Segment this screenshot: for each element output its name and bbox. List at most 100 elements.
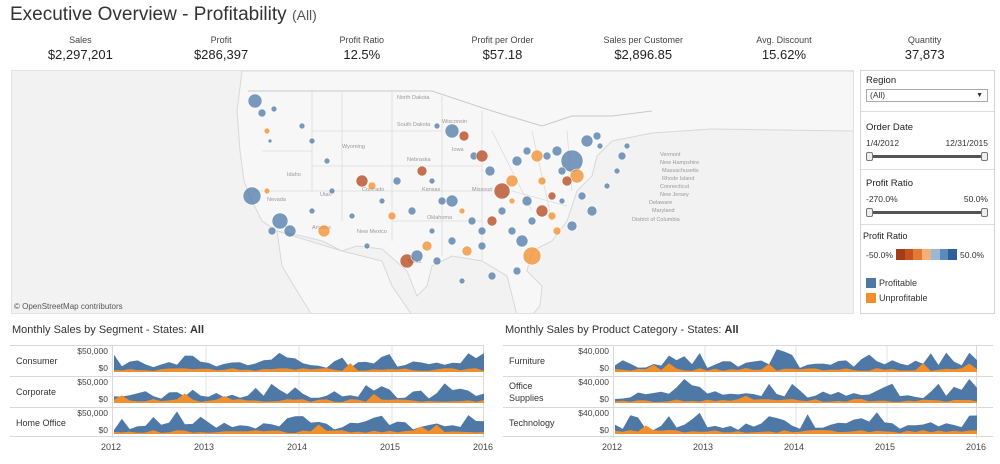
city-marker[interactable]	[348, 212, 356, 220]
city-marker[interactable]	[323, 157, 331, 165]
city-marker[interactable]	[242, 186, 262, 206]
city-marker[interactable]	[521, 195, 533, 207]
city-marker[interactable]	[522, 246, 542, 266]
city-marker[interactable]	[586, 205, 598, 217]
order-date-slider-track[interactable]	[870, 155, 984, 158]
city-marker[interactable]	[428, 227, 436, 235]
city-marker[interactable]	[392, 176, 402, 186]
city-marker[interactable]	[270, 105, 278, 113]
kpi-profit-per-order[interactable]: Profit per Order $57.18	[432, 34, 573, 68]
city-marker[interactable]	[493, 182, 511, 200]
city-marker[interactable]	[271, 212, 289, 230]
area-plot[interactable]	[112, 408, 484, 438]
city-marker[interactable]	[367, 181, 377, 191]
city-marker[interactable]	[363, 242, 371, 250]
city-marker[interactable]	[508, 197, 516, 205]
area-plot[interactable]	[112, 377, 484, 407]
city-marker[interactable]	[467, 216, 477, 226]
area-plot[interactable]	[613, 408, 977, 438]
map-canvas[interactable]: North Dakota Wisconsin South Dakota Wyoming…	[12, 71, 854, 314]
city-marker[interactable]	[433, 122, 441, 130]
city-marker[interactable]	[458, 130, 470, 142]
city-marker[interactable]	[487, 271, 497, 281]
area-plot[interactable]	[112, 346, 484, 376]
city-marker[interactable]	[328, 187, 336, 195]
city-marker[interactable]	[447, 236, 457, 246]
kpi-avg-discount[interactable]: Avg. Discount 15.62%	[714, 34, 855, 68]
city-marker[interactable]	[527, 216, 537, 226]
kpi-quantity[interactable]: Quantity 37,873	[854, 34, 995, 68]
city-marker[interactable]	[507, 226, 517, 236]
city-marker[interactable]	[257, 108, 267, 118]
segment-area-chart[interactable]: Consumer $50,000 $0 Corporate $50,000 $0 Home …	[10, 345, 484, 438]
city-marker[interactable]	[308, 137, 316, 145]
city-marker[interactable]	[537, 176, 547, 186]
city-marker[interactable]	[378, 197, 386, 205]
city-marker[interactable]	[437, 196, 447, 206]
city-marker[interactable]	[557, 166, 567, 176]
category-area-chart[interactable]: Furniture $40,000 $0 Office Supplies $40,000…	[503, 345, 993, 438]
profit-ratio-min-handle[interactable]	[866, 208, 873, 217]
city-marker[interactable]	[263, 127, 271, 135]
city-marker[interactable]	[461, 245, 473, 257]
city-marker[interactable]	[530, 149, 544, 163]
city-marker[interactable]	[547, 191, 557, 201]
city-marker[interactable]	[267, 226, 277, 236]
city-marker[interactable]	[247, 93, 263, 109]
city-marker[interactable]	[317, 224, 331, 238]
region-dropdown[interactable]: (All) ▼	[866, 89, 988, 102]
city-marker[interactable]	[407, 206, 417, 216]
city-marker[interactable]	[623, 142, 631, 150]
city-marker[interactable]	[580, 134, 594, 148]
city-marker[interactable]	[617, 151, 627, 161]
city-marker[interactable]	[522, 146, 532, 156]
city-marker[interactable]	[428, 177, 436, 185]
map-points[interactable]	[242, 93, 631, 285]
city-marker[interactable]	[561, 175, 573, 187]
city-marker[interactable]	[551, 145, 563, 157]
city-marker[interactable]	[355, 174, 369, 188]
city-marker[interactable]	[477, 241, 487, 251]
kpi-sales-per-customer[interactable]: Sales per Customer $2,896.85	[573, 34, 714, 68]
city-marker[interactable]	[445, 194, 459, 208]
city-marker[interactable]	[596, 142, 604, 150]
city-marker[interactable]	[558, 197, 566, 205]
city-marker[interactable]	[484, 165, 496, 177]
order-date-start-handle[interactable]	[866, 152, 873, 161]
profit-ratio-max-handle[interactable]	[981, 208, 988, 217]
city-marker[interactable]	[542, 151, 552, 161]
city-marker[interactable]	[566, 220, 578, 232]
city-marker[interactable]	[263, 187, 271, 195]
city-marker[interactable]	[486, 215, 498, 227]
kpi-profit[interactable]: Profit $286,397	[151, 34, 292, 68]
city-marker[interactable]	[511, 155, 523, 167]
city-marker[interactable]	[603, 182, 611, 190]
city-marker[interactable]	[267, 138, 273, 144]
city-marker[interactable]	[458, 207, 466, 215]
kpi-sales[interactable]: Sales $2,297,201	[10, 34, 151, 68]
city-marker[interactable]	[577, 191, 587, 201]
city-marker[interactable]	[308, 207, 316, 215]
city-marker[interactable]	[477, 226, 487, 236]
city-marker[interactable]	[552, 226, 562, 236]
area-plot[interactable]	[613, 377, 977, 407]
city-marker[interactable]	[613, 167, 621, 175]
city-marker[interactable]	[505, 174, 519, 188]
city-marker[interactable]	[569, 168, 585, 184]
city-marker[interactable]	[592, 131, 602, 141]
profit-ratio-slider-track[interactable]	[870, 211, 984, 214]
city-marker[interactable]	[432, 256, 442, 266]
city-marker[interactable]	[444, 123, 460, 139]
city-marker[interactable]	[283, 224, 297, 238]
chevron-down-icon[interactable]: ▼	[976, 92, 983, 99]
city-marker[interactable]	[410, 249, 424, 263]
kpi-profit-ratio[interactable]: Profit Ratio 12.5%	[291, 34, 432, 68]
city-marker[interactable]	[421, 240, 433, 252]
city-marker[interactable]	[512, 266, 522, 276]
city-marker[interactable]	[547, 211, 557, 221]
city-marker[interactable]	[416, 165, 428, 177]
area-plot[interactable]	[613, 346, 977, 376]
city-marker[interactable]	[387, 211, 397, 221]
profit-map[interactable]: North Dakota Wisconsin South Dakota Wyoming…	[11, 70, 854, 314]
order-date-end-handle[interactable]	[981, 152, 988, 161]
